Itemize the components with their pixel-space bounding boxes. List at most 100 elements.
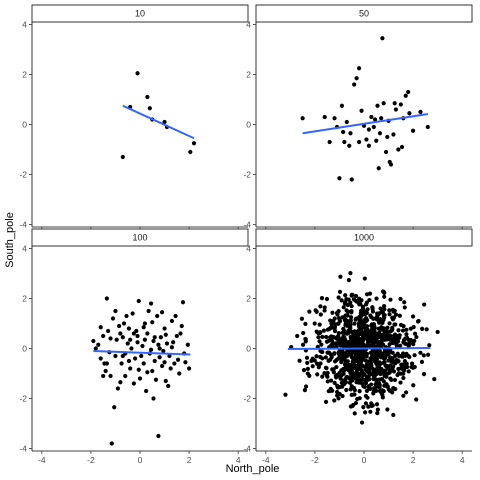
data-point — [404, 390, 409, 395]
data-point — [125, 341, 130, 346]
data-point — [353, 293, 359, 299]
data-point — [321, 328, 326, 333]
data-point — [393, 312, 399, 317]
data-point — [169, 318, 175, 324]
data-point — [356, 66, 362, 71]
data-point — [359, 350, 364, 355]
data-point — [330, 367, 335, 372]
data-point — [401, 324, 406, 329]
data-point — [371, 124, 376, 130]
data-point — [121, 321, 127, 326]
data-point — [424, 327, 429, 332]
data-point — [162, 119, 167, 125]
y-tick-label: 2 — [246, 294, 251, 304]
data-point — [419, 359, 425, 364]
data-point — [374, 332, 379, 337]
data-point — [316, 335, 321, 340]
data-point — [328, 378, 334, 383]
data-point — [410, 314, 416, 319]
data-point — [123, 373, 128, 379]
data-point — [141, 361, 146, 366]
data-point — [363, 380, 369, 386]
data-point — [366, 143, 372, 148]
data-point — [343, 293, 348, 298]
data-point — [341, 305, 346, 310]
data-point — [186, 366, 192, 371]
data-point — [342, 139, 347, 145]
data-point — [341, 315, 347, 320]
data-point — [382, 307, 387, 312]
data-point — [156, 433, 161, 439]
data-point — [359, 108, 364, 113]
data-point — [371, 391, 376, 396]
data-point — [406, 89, 411, 95]
data-point — [150, 368, 155, 374]
data-point — [376, 166, 381, 171]
data-point — [384, 384, 390, 389]
data-point — [177, 371, 182, 376]
data-point — [340, 357, 345, 362]
data-point — [300, 342, 306, 347]
data-point — [365, 369, 371, 374]
data-point — [432, 376, 437, 382]
data-point — [188, 149, 193, 155]
data-point — [408, 326, 413, 331]
data-point — [399, 144, 405, 150]
data-point — [387, 308, 392, 313]
data-point — [425, 124, 430, 130]
data-point — [375, 410, 380, 416]
data-point — [132, 356, 138, 361]
y-tick-label: 0 — [246, 120, 251, 130]
data-point — [412, 353, 417, 358]
y-tick-label: -2 — [19, 170, 27, 180]
facet-strip — [255, 4, 473, 23]
data-point — [152, 335, 157, 340]
data-point — [369, 382, 374, 387]
data-point — [343, 380, 349, 385]
data-point — [117, 323, 122, 329]
data-point — [334, 375, 339, 380]
data-point — [305, 360, 310, 365]
data-point — [336, 356, 341, 361]
data-point — [173, 313, 178, 319]
data-point — [113, 353, 118, 359]
data-point — [113, 308, 118, 314]
data-point — [379, 309, 384, 315]
data-point — [365, 307, 370, 312]
data-point — [344, 387, 349, 393]
y-axis-title: South_pole — [4, 212, 16, 268]
data-point — [398, 102, 403, 107]
data-point — [337, 370, 342, 376]
data-point — [180, 300, 186, 305]
data-point — [171, 340, 176, 345]
data-point — [357, 355, 362, 361]
data-point — [172, 361, 177, 366]
data-point — [365, 365, 370, 370]
data-point — [411, 383, 416, 388]
data-point — [131, 331, 136, 336]
data-point — [404, 341, 409, 346]
data-point — [98, 356, 103, 361]
data-point — [364, 292, 370, 297]
data-point — [427, 343, 432, 348]
data-point — [325, 379, 330, 384]
data-point — [356, 139, 362, 145]
data-point — [352, 411, 357, 416]
data-point — [327, 139, 332, 145]
data-point — [363, 401, 369, 406]
data-point — [404, 332, 409, 337]
data-point — [303, 321, 308, 326]
data-point — [393, 322, 398, 327]
data-point — [366, 329, 371, 335]
data-point — [335, 341, 341, 346]
data-point — [350, 336, 355, 341]
data-point — [341, 328, 347, 333]
data-point — [374, 372, 379, 377]
data-point — [385, 407, 390, 412]
data-point — [420, 326, 425, 331]
data-point — [169, 345, 175, 350]
data-point — [380, 351, 385, 357]
data-point — [323, 355, 328, 360]
data-point — [421, 353, 426, 358]
y-tick-label: 0 — [22, 344, 27, 354]
